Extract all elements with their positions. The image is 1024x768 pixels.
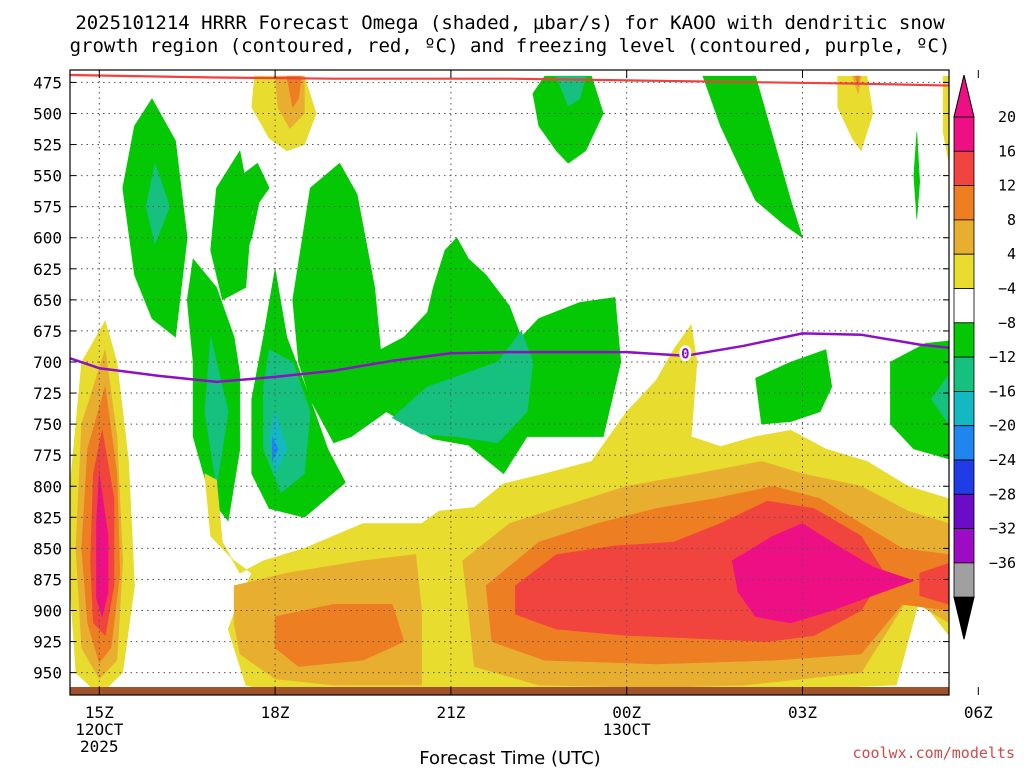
x-tick-label: 15Z <box>85 703 114 722</box>
colorbar-label: −28 <box>989 485 1016 503</box>
x-axis-title: Forecast Time (UTC) <box>419 748 600 768</box>
colorbar-bin <box>953 356 975 392</box>
colorbar-label: −16 <box>989 382 1016 400</box>
colorbar-label: −32 <box>989 520 1016 538</box>
y-tick-label: 925 <box>33 633 62 652</box>
colorbar-bin <box>953 185 975 221</box>
colorbar-label: 4 <box>1007 245 1016 263</box>
chart-title-line1: 2025101214 HRRR Forecast Omega (shaded, … <box>75 12 945 34</box>
x-tick-date: 13OCT <box>603 720 652 739</box>
y-tick-label: 775 <box>33 446 62 465</box>
contour-lines: 0 <box>70 73 949 384</box>
y-tick-label: 700 <box>33 353 62 372</box>
y-tick-label: 525 <box>33 136 62 155</box>
plot-frame <box>69 69 950 696</box>
freezing-level-label: 0 <box>681 346 689 362</box>
omega-region <box>837 75 874 152</box>
colorbar-top-arrow <box>953 74 975 118</box>
colorbar: 20 16 12 8 4 −4 −8 −12 −16 −20 −24 −28 −32 −36 <box>953 74 1016 640</box>
omega-shading <box>70 75 949 695</box>
omega-region <box>96 473 109 618</box>
y-tick-label: 950 <box>33 664 62 683</box>
omega-region <box>292 162 622 475</box>
x-tick-label: 18Z <box>261 703 290 722</box>
colorbar-bin <box>953 528 975 564</box>
colorbar-bin <box>953 459 975 495</box>
y-tick-label: 625 <box>33 260 62 279</box>
x-tick-label: 00Z <box>612 703 641 722</box>
y-tick-label: 825 <box>33 508 62 527</box>
colorbar-bin <box>953 219 975 255</box>
x-tick-year: 2025 <box>80 737 119 756</box>
colorbar-bin <box>953 288 975 324</box>
omega-region <box>755 349 833 425</box>
colorbar-label: −24 <box>989 451 1016 469</box>
y-tick-label: 875 <box>33 570 62 589</box>
y-tick-label: 675 <box>33 322 62 341</box>
y-tick-label: 600 <box>33 229 62 248</box>
colorbar-label: 16 <box>998 142 1016 160</box>
y-tick-label: 850 <box>33 539 62 558</box>
omega-region <box>274 603 405 667</box>
plot-area: 0 <box>70 70 949 695</box>
freezing-level-label-bg <box>679 345 692 362</box>
chart-title-line2: growth region (contoured, red, ºC) and f… <box>70 35 951 57</box>
y-tick-label: 900 <box>33 602 62 621</box>
y-tick-label: 750 <box>33 415 62 434</box>
colorbar-label: −20 <box>989 417 1016 435</box>
x-tick-label: 06Z <box>964 703 993 722</box>
omega-region <box>210 150 252 301</box>
colorbar-bin <box>953 150 975 187</box>
y-tick-label: 575 <box>33 198 62 217</box>
dgz-contour-line <box>70 73 949 87</box>
omega-region <box>913 131 921 220</box>
colorbar-label: 8 <box>1007 211 1016 229</box>
omega-region <box>556 75 587 107</box>
y-tick-label: 500 <box>33 104 62 123</box>
x-tick-label: 21Z <box>436 703 465 722</box>
omega-region <box>286 75 302 108</box>
colorbar-bin <box>953 253 975 289</box>
colorbar-bin <box>953 425 975 461</box>
y-tick-label: 725 <box>33 384 62 403</box>
colorbar-bin <box>953 390 975 427</box>
colorbar-label: −36 <box>989 554 1016 572</box>
y-tick-label: 550 <box>33 167 62 186</box>
colorbar-bin <box>953 562 975 598</box>
omega-region <box>702 75 803 238</box>
pressure-axis: 475 500 525 550 575 600 625 650 675 700 725 750 775 8… <box>33 73 949 683</box>
y-tick-label: 800 <box>33 477 62 496</box>
y-tick-label: 650 <box>33 291 62 310</box>
colorbar-bin <box>953 322 975 358</box>
colorbar-bin <box>953 116 975 152</box>
omega-region <box>931 374 949 425</box>
y-tick-label: 475 <box>33 73 62 92</box>
colorbar-label: 12 <box>998 177 1016 195</box>
colorbar-bin <box>953 493 975 529</box>
omega-region <box>145 162 170 245</box>
ground-surface-band <box>70 687 949 695</box>
x-tick-label: 03Z <box>788 703 817 722</box>
colorbar-label: 20 <box>998 108 1016 126</box>
colorbar-label: −12 <box>989 348 1016 366</box>
freezing-level-line <box>70 332 949 384</box>
x-tick-date: 12OCT <box>75 720 124 739</box>
colorbar-bottom-arrow <box>953 596 975 640</box>
credit-text: coolwx.com/modelts <box>852 744 1015 762</box>
omega-region <box>731 523 915 624</box>
colorbar-label: −8 <box>998 314 1016 332</box>
omega-region <box>919 562 949 605</box>
colorbar-label: −4 <box>998 280 1016 298</box>
